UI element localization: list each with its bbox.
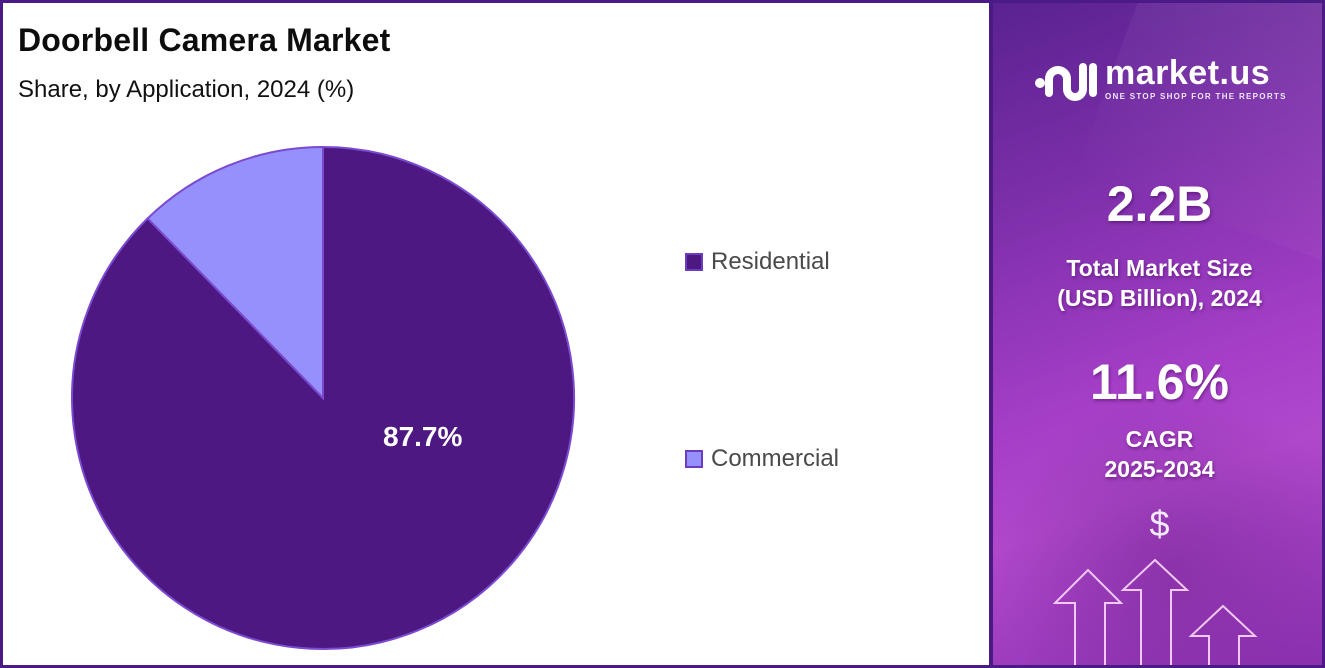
pie-slice-commercial: [146, 145, 324, 401]
cagr-value: 11.6%: [1089, 354, 1229, 410]
chart-title: Doorbell Camera Market: [18, 22, 391, 58]
legend-label: Residential: [711, 248, 830, 275]
chart-subtitle: Share, by Application, 2024 (%): [18, 76, 355, 103]
cagr-period: 2025-2034: [1104, 456, 1215, 482]
legend-item-commercial: Commercial: [685, 445, 839, 473]
market-size-label-line2: (USD Billion), 2024: [1057, 285, 1262, 311]
brand-logo: market.us ONE STOP SHOP FOR THE REPORTS: [1033, 53, 1287, 103]
growth-arrows-icon: [1053, 558, 1258, 665]
market-size-value: 2.2B: [1106, 176, 1213, 232]
market-us-logo-icon: [1035, 63, 1097, 101]
stats-panel: market.us ONE STOP SHOP FOR THE REPORTS …: [989, 3, 1322, 665]
market-size-label-line1: Total Market Size: [1066, 255, 1253, 281]
dollar-icon: $: [1149, 503, 1170, 544]
legend-swatch-residential: [685, 253, 703, 271]
brand-tagline: ONE STOP SHOP FOR THE REPORTS: [1105, 91, 1287, 101]
residential-percentage-label: 87.7%: [383, 421, 463, 452]
legend-label: Commercial: [711, 445, 840, 472]
cagr-label: CAGR: [1125, 426, 1194, 452]
legend-item-residential: Residential: [685, 248, 830, 276]
legend-swatch-commercial: [685, 450, 703, 468]
pie-chart: 87.7%: [63, 139, 583, 659]
brand-name: market.us: [1105, 53, 1271, 92]
chart-area: Doorbell Camera Market Share, by Applica…: [3, 3, 989, 665]
